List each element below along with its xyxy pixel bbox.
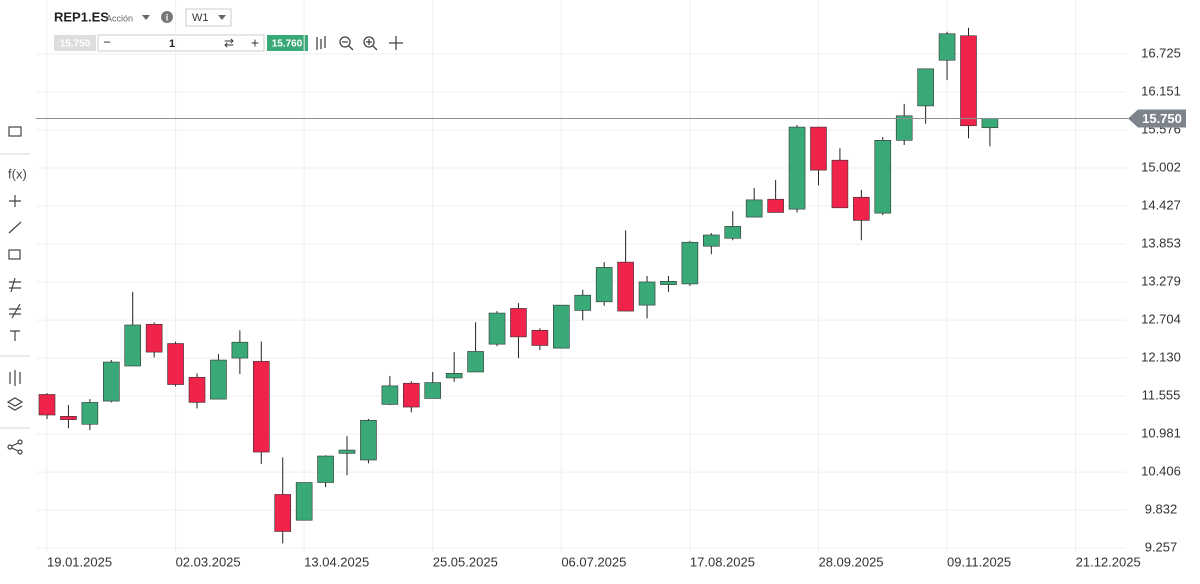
last-price-label: 15.750 [1142,111,1182,126]
candle-body [767,198,784,213]
sidebar[interactable] [0,126,30,455]
candle-body [167,343,184,385]
timeframe: W1 [192,12,209,24]
candle-body [424,382,442,399]
symbol[interactable]: REP1.ES [54,9,109,24]
candle-body [317,455,334,483]
candle-body [810,126,827,171]
candle-body [381,385,399,405]
plus[interactable]: + [251,35,259,51]
candle-body [938,33,956,61]
candle-body [445,372,463,379]
candle-body [81,402,99,425]
candle-body [531,329,549,346]
x-tick-label: 21.12.2025 [1076,554,1141,569]
candle-body [574,294,592,311]
quantity-box[interactable] [97,34,265,52]
candle-body [124,324,142,367]
candle-body [703,234,720,247]
candle-body [295,482,313,521]
candle-body [338,449,356,454]
candle-body [553,304,570,349]
last-price-tag [1128,109,1186,128]
candle-body [595,267,613,303]
y-tick-label: 13.279 [1141,273,1181,288]
candle-body [960,35,977,127]
candle-body [360,419,377,461]
buy-button[interactable] [267,35,308,51]
y-tick-label: 15.002 [1141,159,1181,174]
y-tick-label: 16.725 [1141,45,1181,60]
candle-body [660,280,677,285]
candle-body [895,115,913,141]
candle-body [638,281,656,306]
candle-body [745,199,763,218]
y-tick-label: 13.853 [1141,235,1181,250]
sell-button[interactable] [54,35,96,51]
candle-body [853,196,870,221]
candle-body [60,416,77,420]
candle-body [874,140,892,214]
x-tick-label: 25.05.2025 [433,554,498,569]
chart-tools[interactable] [316,36,403,51]
x-tick-label: 19.01.2025 [47,554,112,569]
candle-body [681,241,699,285]
x-tick-label: 17.08.2025 [690,554,755,569]
info-glyph: i [166,12,169,22]
candle-body [724,226,742,239]
toolbar: REP1.ES Acción i W1 15.750 − 1 ⇄ + 15.76… [54,8,403,52]
timeframe-select[interactable] [185,8,232,27]
candle-body [403,382,420,408]
y-tick-label: 14.427 [1141,197,1181,212]
candle-body [38,394,56,416]
function-icon[interactable]: f(x) [8,166,27,181]
candle-body [467,351,484,373]
y-tick-label: 11.555 [1142,388,1181,403]
x-tick-label: 06.07.2025 [561,554,626,569]
candle-body [917,68,934,107]
y-tick-label: 12.130 [1141,350,1181,365]
candle-body [788,126,806,210]
instrument-kind: Acción [106,13,133,23]
y-tick-label: 12.704 [1141,312,1181,327]
dropdown-arrow[interactable] [142,15,150,20]
buy-price: 15.760 [272,39,303,50]
x-tick-label: 02.03.2025 [176,554,241,569]
info-icon[interactable] [161,11,173,23]
y-tick-label: 9.832 [1145,502,1178,517]
candle-body [231,341,249,359]
candle-body [274,494,292,532]
dropdown-arrow [218,15,226,20]
candle-body [981,118,999,129]
candle-body [188,376,206,403]
quantity: 1 [169,38,175,50]
swap-icon[interactable]: ⇄ [224,36,234,50]
x-tick-label: 09.11.2025 [947,554,1011,569]
y-tick-label: 16.151 [1141,83,1181,98]
sell-price: 15.750 [60,39,91,50]
candle-body [145,324,163,353]
minus[interactable]: − [103,34,111,49]
candle-body [253,361,270,453]
candle-body [102,361,120,402]
y-tick-label: 10.981 [1141,426,1181,441]
y-tick-label: 9.257 [1145,540,1178,555]
candle-body [617,261,634,312]
candle-body [831,159,849,209]
candle-body [510,308,527,338]
x-tick-label: 13.04.2025 [304,554,369,569]
y-tick-label: 10.406 [1141,464,1181,479]
candle-body [210,359,227,400]
candle-body [488,312,506,345]
x-tick-label: 28.09.2025 [818,554,883,569]
